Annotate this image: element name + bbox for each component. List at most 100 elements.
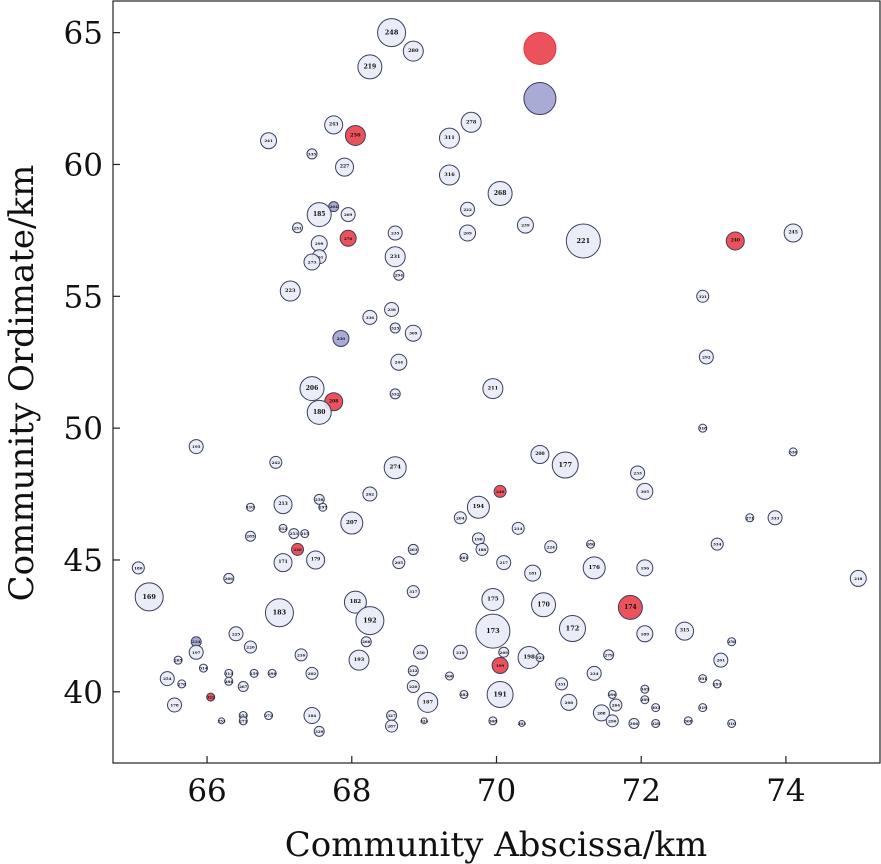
data-point-label: 274 <box>389 465 401 471</box>
data-point <box>453 511 467 525</box>
data-point-label: 184 <box>308 713 317 718</box>
data-point <box>725 231 745 251</box>
data-point-label: 308 <box>489 718 498 723</box>
data-point-label: 177 <box>558 461 572 469</box>
data-point-label: 206 <box>306 385 319 392</box>
data-point <box>640 684 650 694</box>
data-point <box>420 717 428 725</box>
data-point <box>134 582 164 612</box>
data-point-label: 230 <box>337 336 346 341</box>
data-point <box>218 717 226 725</box>
data-point <box>496 555 512 571</box>
data-point-label: 234 <box>192 639 201 644</box>
data-point <box>324 115 344 135</box>
data-point <box>523 31 557 65</box>
data-point <box>727 637 737 647</box>
data-point <box>377 18 407 48</box>
data-point <box>767 510 783 526</box>
data-point-label: 198 <box>523 655 535 661</box>
data-point-label: 221 <box>577 237 591 245</box>
data-point <box>243 640 257 654</box>
data-point <box>340 511 364 535</box>
data-point <box>383 456 407 480</box>
data-point-label: 325 <box>391 325 400 330</box>
data-point-label: 175 <box>487 597 499 603</box>
data-point <box>524 564 542 582</box>
data-point-label: 189 <box>641 631 650 636</box>
data-point <box>535 653 545 663</box>
data-point <box>675 621 695 641</box>
data-point <box>651 718 661 728</box>
data-point-label: 331 <box>557 681 566 686</box>
data-point <box>406 585 420 599</box>
data-point-label: 182 <box>350 599 362 605</box>
data-point-label: 245 <box>788 230 797 236</box>
data-point-label: 191 <box>493 690 507 698</box>
data-point-label: 327 <box>387 713 396 718</box>
data-point-label: 294 <box>395 273 404 278</box>
data-point-label: 240 <box>496 489 505 494</box>
data-point-label: 306 <box>630 721 639 726</box>
data-point <box>603 649 615 661</box>
data-point <box>444 671 454 681</box>
data-point <box>481 588 505 612</box>
data-point-label: 289 <box>641 697 650 702</box>
data-point <box>460 201 476 217</box>
data-point <box>306 399 332 425</box>
data-point-label: 264 <box>330 204 339 209</box>
data-point <box>487 180 513 206</box>
data-point-label: 225 <box>232 631 241 636</box>
data-point <box>551 451 579 479</box>
data-point-label: 244 <box>395 360 404 365</box>
data-point-label: 170 <box>537 601 550 608</box>
data-point <box>288 528 300 540</box>
data-point <box>291 542 305 556</box>
data-point <box>710 537 724 551</box>
data-point <box>335 157 355 177</box>
data-point-label: 265 <box>174 658 183 663</box>
data-point-label: 187 <box>423 699 434 705</box>
data-point-label: 217 <box>500 560 509 565</box>
data-point <box>392 556 406 570</box>
data-point-label: 334 <box>713 542 722 547</box>
data-point-label: 298 <box>268 671 277 676</box>
data-point <box>651 703 661 713</box>
data-point-label: 200 <box>535 451 544 457</box>
data-point-label: 181 <box>528 571 537 576</box>
data-point-label: 301 <box>699 676 708 681</box>
data-point-label: 201 <box>717 658 726 663</box>
data-point <box>531 592 557 618</box>
data-point <box>264 711 274 721</box>
data-point <box>605 714 619 728</box>
data-point <box>516 216 534 234</box>
data-point-label: 269 <box>500 650 509 655</box>
data-point-label: 209 <box>463 231 472 236</box>
data-point <box>245 502 255 512</box>
data-point-label: 305 <box>641 489 650 494</box>
data-point-label: 253 <box>239 713 248 718</box>
x-tick-label: 70 <box>477 773 516 809</box>
data-point <box>783 223 803 243</box>
data-point-label: 207 <box>346 520 358 526</box>
data-point-label: 323 <box>536 655 545 660</box>
data-point-label: 267 <box>239 684 248 689</box>
data-point-label: 276 <box>178 681 187 686</box>
data-point <box>558 615 586 643</box>
data-point <box>348 649 370 671</box>
data-point-label: 213 <box>278 501 287 507</box>
data-point <box>188 439 204 455</box>
data-point <box>224 676 234 686</box>
data-point-label: 266 <box>225 576 234 581</box>
data-point <box>159 671 175 687</box>
y-tick-label: 50 <box>64 411 103 447</box>
data-point <box>343 590 367 614</box>
data-point-label: 308 <box>684 718 693 723</box>
data-point-label: 328 <box>652 721 661 726</box>
y-tick-label: 45 <box>64 543 103 579</box>
data-point <box>223 572 235 584</box>
data-point-label: 292 <box>702 354 711 359</box>
data-point <box>459 224 477 242</box>
data-point <box>313 493 325 505</box>
data-point-label: 303 <box>652 705 661 710</box>
data-point-label: 329 <box>315 729 324 734</box>
